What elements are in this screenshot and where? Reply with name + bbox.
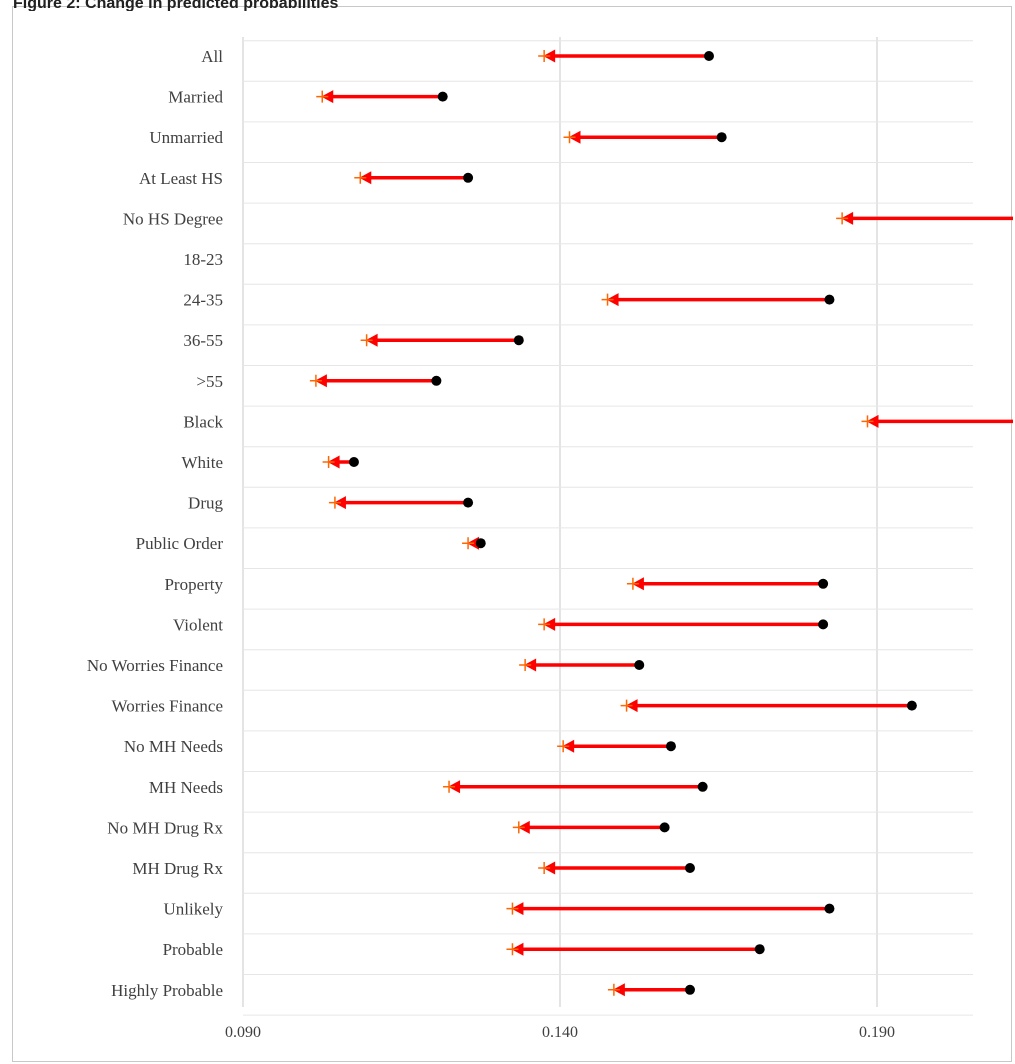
category-label: No MH Needs: [124, 737, 223, 756]
start-point: [463, 172, 474, 183]
end-point: [354, 171, 367, 184]
end-point: [462, 537, 475, 550]
end-point: [512, 821, 525, 834]
start-point: [348, 457, 359, 467]
start-point: [697, 781, 708, 792]
chart-title-cut: Figure 2: Change in predicted probabilit…: [13, 0, 339, 11]
start-point: [431, 375, 442, 386]
category-label: Public Order: [136, 534, 224, 553]
category-label: 24-35: [183, 291, 223, 310]
start-point: [824, 903, 835, 914]
start-point: [818, 578, 829, 589]
end-point: [443, 780, 456, 793]
arrows: [314, 49, 1013, 997]
end-point: [626, 577, 639, 590]
start-point: [513, 335, 524, 346]
category-label: >55: [196, 372, 223, 391]
start-point: [906, 700, 917, 711]
end-point: [538, 50, 551, 62]
end-point: [316, 90, 329, 103]
end-point: [563, 131, 576, 144]
end-point: [322, 456, 335, 468]
gridlines: [242, 37, 878, 1007]
start-point: [824, 294, 835, 305]
x-tick-label: 0.190: [859, 1024, 895, 1041]
category-labels: All Married Unmarried At Least HS No HS Degr…: [87, 47, 224, 1000]
x-tick-label: 0.090: [225, 1024, 261, 1041]
start-point: [684, 863, 695, 873]
row-separators: [243, 40, 973, 1016]
start-point: [437, 91, 448, 102]
dumbbell-chart: All Married Unmarried At Least HS No HS Degr…: [87, 37, 1013, 1041]
chart-frame: Figure 2: Change in predicted probabilit…: [12, 0, 1013, 1062]
category-label: Married: [168, 88, 223, 107]
end-point: [538, 862, 551, 874]
category-label: Unmarried: [149, 128, 223, 147]
start-point: [684, 984, 695, 995]
category-label: No MH Drug Rx: [107, 818, 223, 837]
category-label: Unlikely: [164, 900, 224, 919]
start-point: [818, 619, 829, 630]
category-label: Highly Probable: [111, 981, 223, 1000]
end-point: [360, 334, 373, 347]
category-label: Probable: [163, 940, 223, 959]
start-point: [475, 538, 486, 549]
category-label: Drug: [188, 494, 223, 513]
points: [309, 50, 917, 996]
category-label: No HS Degree: [123, 209, 223, 228]
start-point: [716, 132, 727, 143]
start-point: [634, 660, 645, 670]
end-point: [519, 659, 532, 671]
category-label: Violent: [173, 615, 223, 634]
end-point: [328, 496, 341, 509]
end-point: [506, 943, 519, 956]
start-point: [665, 741, 676, 752]
x-tick-label: 0.140: [542, 1024, 578, 1041]
end-point: [607, 983, 620, 996]
end-point: [557, 740, 570, 753]
category-label: Property: [164, 575, 223, 594]
category-label: MH Needs: [149, 778, 223, 797]
start-point: [659, 822, 670, 833]
start-point: [703, 51, 714, 61]
end-point: [620, 699, 633, 712]
end-point: [506, 902, 519, 915]
end-point: [836, 212, 849, 225]
category-label: 18-23: [183, 250, 223, 269]
start-point: [754, 944, 765, 955]
category-label: Black: [183, 412, 223, 431]
category-label: At Least HS: [139, 169, 223, 188]
category-label: White: [181, 453, 223, 472]
end-point: [309, 374, 322, 387]
end-point: [601, 293, 614, 306]
category-label: MH Drug Rx: [132, 859, 223, 878]
end-point: [861, 415, 874, 428]
category-label: No Worries Finance: [87, 656, 223, 675]
category-label: 36-55: [183, 331, 223, 350]
end-point: [538, 618, 551, 631]
start-point: [463, 497, 474, 508]
category-label: All: [201, 47, 223, 66]
category-label: Worries Finance: [112, 697, 223, 716]
